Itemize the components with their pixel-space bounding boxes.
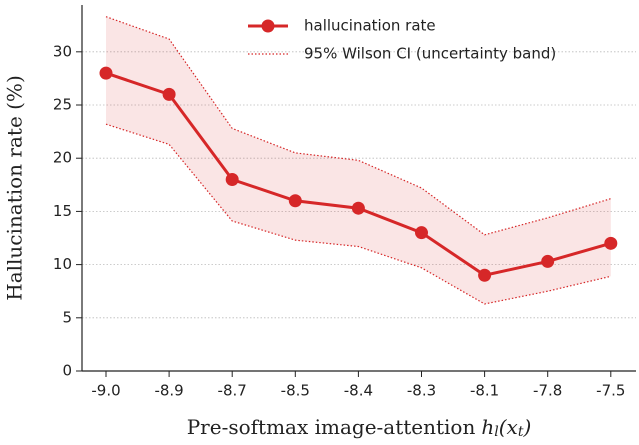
y-axis-label: Hallucination rate (%)	[3, 75, 27, 300]
y-tick-label: 25	[53, 96, 72, 114]
ci-edge	[105, 123, 611, 305]
point	[288, 194, 302, 208]
ci-band	[106, 16, 611, 304]
x-tick-label: -8.7	[218, 382, 247, 400]
y-tick-label: 5	[62, 308, 72, 326]
point	[162, 87, 176, 101]
y-tick-label: 10	[53, 255, 72, 273]
legend-label: 95% Wilson CI (uncertainty band)	[304, 45, 556, 63]
x-axis-label-text: Pre-softmax image-attention	[187, 415, 476, 439]
legend-marker	[261, 19, 275, 33]
point	[415, 226, 428, 240]
x-axis-label-math: hl(xt)	[481, 415, 531, 441]
point	[225, 172, 239, 186]
y-tick-label: 30	[53, 42, 72, 60]
x-tick-label: -8.5	[281, 382, 310, 400]
x-tick-label: -7.5	[596, 382, 625, 400]
x-tick-label: -8.3	[407, 382, 436, 400]
x-tick-label: -7.8	[533, 382, 562, 400]
x-axis-label: Pre-softmax image-attention hl(xt)	[187, 415, 532, 441]
point	[604, 236, 618, 250]
y-tick-label: 0	[62, 362, 72, 380]
x-axis-label-math-part: t	[518, 424, 524, 440]
point	[478, 268, 492, 282]
x-tick-label: -9.0	[91, 382, 120, 400]
x-axis-label-math-part: )	[522, 415, 531, 439]
x-tick-label: -8.1	[470, 382, 499, 400]
x-tick-label: -8.4	[344, 382, 373, 400]
x-axis-label-math-part: h	[481, 415, 494, 439]
y-tick-label: 15	[53, 202, 72, 220]
point	[351, 201, 365, 215]
legend-label: hallucination rate	[304, 17, 436, 35]
x-axis-label-math-part: (x	[499, 415, 518, 439]
point	[99, 66, 113, 80]
point	[541, 254, 555, 268]
x-tick-label: -8.9	[154, 382, 183, 400]
x-axis-label-math-part: l	[494, 424, 498, 440]
y-tick-label: 20	[53, 149, 72, 167]
